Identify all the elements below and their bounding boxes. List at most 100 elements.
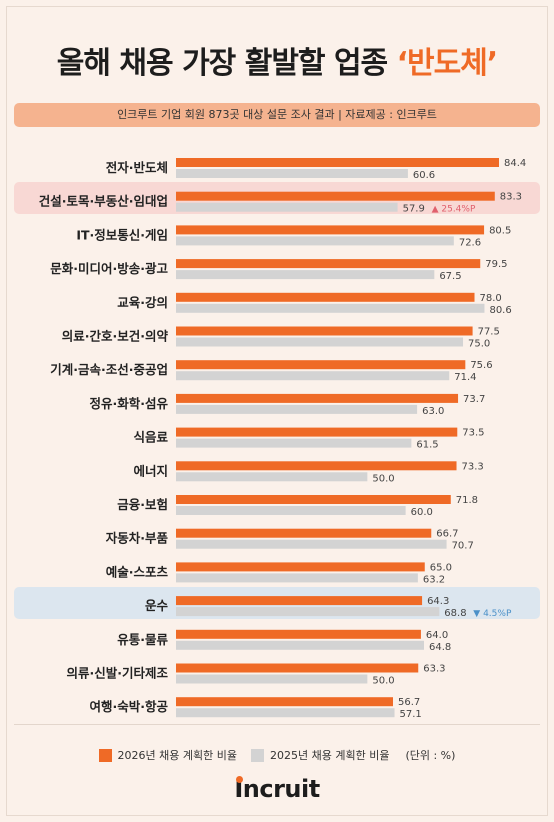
value-label-2025: 57.1 [400,709,422,720]
value-label-2025: 70.7 [452,541,474,552]
category-label: 여행·숙박·항공 [90,699,169,714]
value-label-2026: 56.7 [398,697,420,708]
bar-2026 [176,528,432,538]
bar-2025 [176,607,440,617]
legend-item-2026: 2026년 채용 계획한 비율 [98,747,237,763]
bar-2025 [176,539,447,549]
category-label: 전자·반도체 [106,160,168,175]
category-label: 식음료 [133,430,168,445]
bar-2026 [176,158,499,167]
bar-2025 [176,640,424,650]
bar-2026 [176,326,473,336]
value-label-2026: 75.6 [470,360,492,371]
value-label-2026: 73.5 [462,428,484,439]
value-label-2025: 67.5 [439,271,461,282]
value-label-2025: 68.8 [444,608,466,619]
bar-2025 [176,270,435,280]
bar-2025 [176,337,464,347]
value-label-2025: 50.0 [372,676,394,687]
legend-swatch-2025 [251,748,264,762]
bar-2025 [176,506,406,515]
bar-2026 [176,663,419,673]
value-label-2026: 65.0 [430,562,452,573]
logo-text: ncruit [242,775,320,803]
bar-2026 [176,495,451,504]
value-label-2026: 84.4 [504,158,526,169]
bar-2026 [176,225,485,235]
subtitle-bar: 인크루트 기업 회원 873곳 대상 설문 조사 결과 | 자료제공 : 인크루… [14,103,540,127]
value-label-2025: 63.0 [422,406,444,417]
value-label-2026: 63.3 [423,664,445,675]
value-label-2026: 78.0 [480,293,502,304]
legend-label-2025: 2025년 채용 계획한 비율 [270,749,390,762]
value-label-2025: 64.8 [429,642,451,653]
value-label-2026: 73.3 [462,461,484,472]
bar-2025 [176,371,450,381]
bar-2025 [176,404,418,414]
bar-2025 [176,674,368,684]
value-label-2025: 50.0 [372,473,394,484]
value-label-2026: 80.5 [489,225,511,236]
bar-2026 [176,292,475,302]
category-label: 예술·스포츠 [106,564,169,579]
category-label: 의류·신발·기타제조 [67,666,169,681]
bar-2026 [176,427,458,437]
logo-dotted-i: I [234,775,243,803]
category-label: 운수 [145,598,169,613]
legend: 2026년 채용 계획한 비율 2025년 채용 계획한 비율 (단위 : %) [0,744,554,766]
legend-label-2026: 2026년 채용 계획한 비율 [117,749,237,762]
value-label-2025: 71.4 [454,372,476,383]
bar-2025 [176,708,395,718]
value-label-2026: 66.7 [436,529,458,540]
subtitle-text: 인크루트 기업 회원 873곳 대상 설문 조사 결과 | 자료제공 : 인크루… [117,108,437,121]
value-label-2025: 60.6 [413,170,435,181]
legend-swatch-2026 [98,748,112,762]
title-accent: ‘반도체’ [396,46,499,81]
bar-2026 [176,596,423,606]
value-label-2026: 77.5 [478,327,500,338]
category-label: 건설·토목·부동산·임대업 [39,194,168,209]
value-label-2025: 61.5 [416,440,438,451]
legend-item-2025: 2025년 채용 계획한 비율 [251,747,389,763]
bar-2026 [176,461,457,471]
legend-divider [14,724,540,725]
category-label: 유통·물류 [117,632,168,647]
category-label: 금융·보험 [117,497,168,512]
bar-2026 [176,562,425,572]
category-label: 자동차·부품 [106,531,169,546]
value-label-2025: 60.0 [411,507,433,518]
value-label-2025: 63.2 [423,574,445,585]
category-label: IT·정보통신·게임 [76,227,168,242]
bar-2025 [176,202,398,212]
bar-2025 [176,236,454,246]
value-label-2026: 64.3 [427,596,449,607]
bar-2026 [176,259,481,269]
bar-2026 [176,191,495,201]
category-label: 기계·금속·조선·중공업 [50,362,168,377]
value-label-2026: 83.3 [500,192,522,203]
bar-2026 [176,697,393,707]
value-label-2026: 71.8 [456,495,478,506]
bar-2025 [176,472,368,482]
bar-2026 [176,393,459,403]
category-label: 에너지 [133,463,168,478]
bar-2026 [176,360,466,370]
value-label-2026: 79.5 [485,259,507,270]
bar-2025 [176,438,412,448]
value-label-2026: 64.0 [426,630,448,641]
value-label-2026: 73.7 [463,394,485,405]
category-label: 문화·미디어·방송·광고 [50,261,168,276]
page-title: 올해 채용 가장 활발할 업종 ‘반도체’ [0,38,554,82]
bar-2025 [176,573,418,583]
bar-2025 [176,169,408,178]
category-label: 의료·간호·보건·의약 [62,329,169,344]
category-label: 정유·화학·섬유 [90,396,169,411]
value-label-2025: 72.6 [459,237,481,248]
change-annotation: ▼ 4.5%P [473,609,512,619]
value-label-2025: 80.6 [489,305,511,316]
change-annotation: ▲ 25.4%P [432,205,476,215]
bar-2026 [176,629,421,639]
value-label-2025: 75.0 [468,339,490,350]
value-label-2025: 57.9 [403,204,425,215]
incruit-logo: Incruit [0,775,554,803]
